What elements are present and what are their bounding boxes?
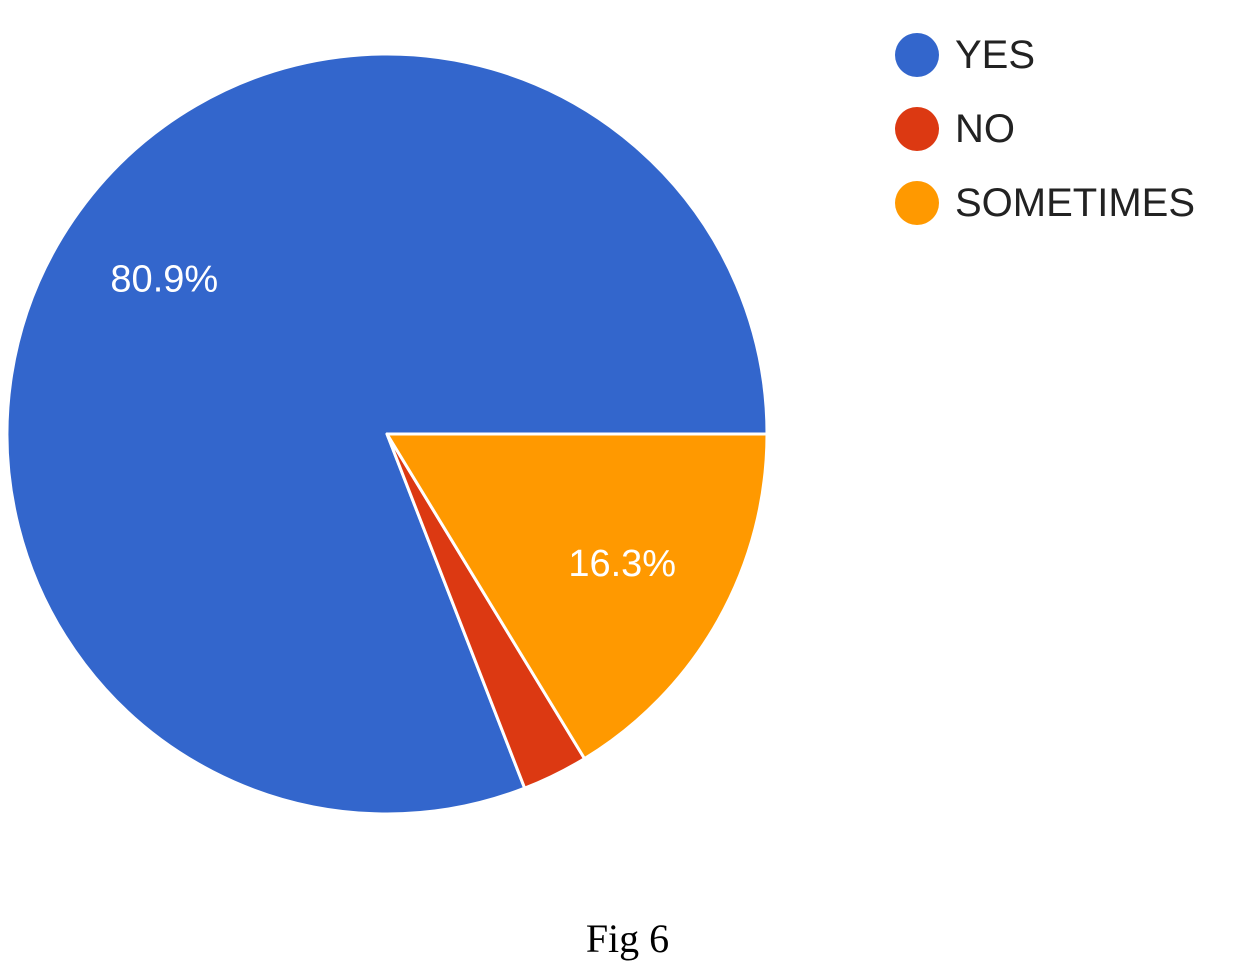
legend-label-sometimes: SOMETIMES <box>955 180 1196 225</box>
legend-swatch-yes <box>895 33 939 77</box>
figure-caption: Fig 6 <box>585 916 670 961</box>
pie-chart: 80.9% 16.3% <box>5 52 769 816</box>
legend-item-no[interactable]: NO <box>895 92 1195 166</box>
legend-swatch-no <box>895 107 939 151</box>
legend-label-yes: YES <box>955 32 1036 77</box>
pie-data-labels: 80.9% 16.3% <box>110 259 676 586</box>
data-label-sometimes: 16.3% <box>568 543 676 585</box>
legend: YES NO SOMETIMES <box>895 18 1195 240</box>
legend-swatch-sometimes <box>895 181 939 225</box>
data-label-yes: 80.9% <box>110 259 218 301</box>
legend-item-yes[interactable]: YES <box>895 18 1195 92</box>
legend-item-sometimes[interactable]: SOMETIMES <box>895 166 1195 240</box>
pie-slice-sometimes[interactable] <box>385 432 769 761</box>
legend-label-no: NO <box>955 106 1015 151</box>
pie-slices <box>5 52 769 816</box>
